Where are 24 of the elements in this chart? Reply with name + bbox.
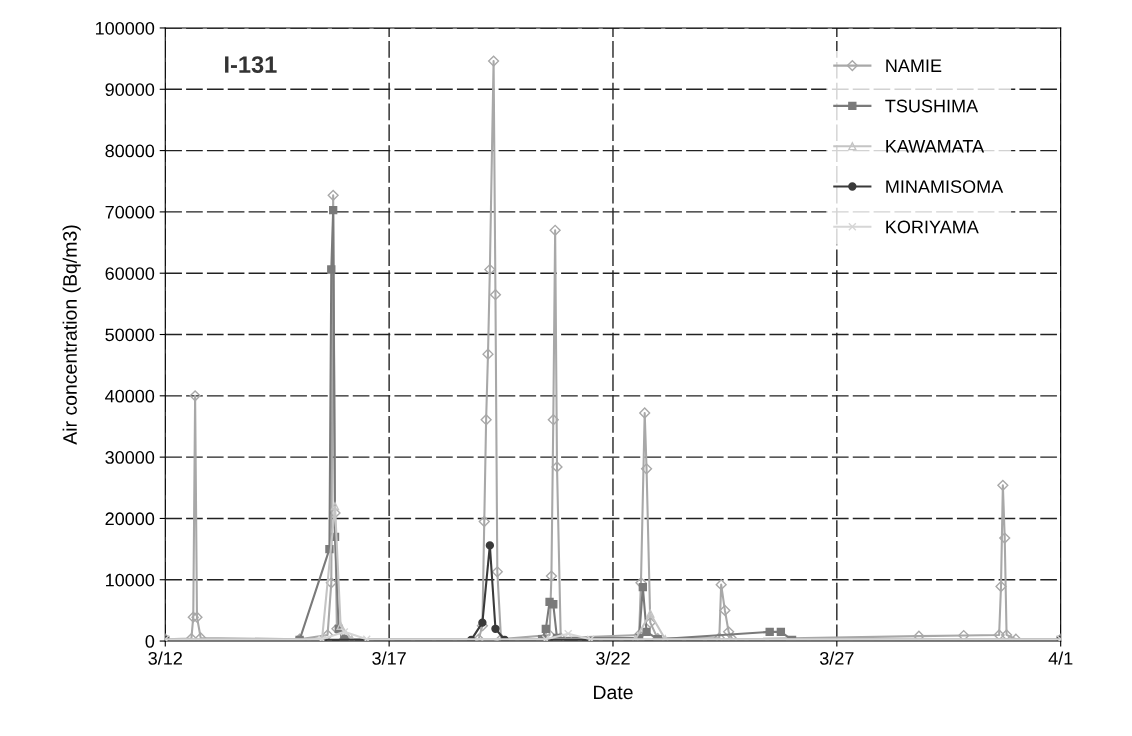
x-tick-label: 3/17 (372, 651, 406, 665)
x-axis-title: Date (594, 685, 633, 700)
y-tick-label: 10000 (106, 573, 155, 587)
legend-label: KORIYAMA (886, 220, 979, 234)
y-tick-label: 40000 (105, 389, 155, 403)
y-tick-label: 0 (145, 634, 155, 648)
y-tick-label: 90000 (105, 83, 155, 96)
y-tick-label: 70000 (105, 205, 155, 219)
x-tick-label: 3/27 (819, 651, 854, 665)
x-tick-label: 4/1 (1048, 651, 1073, 665)
x-tick-label: 3/12 (148, 651, 182, 665)
legend-label: KAWAMATA (886, 140, 985, 153)
annotation: I-131 (225, 56, 277, 73)
y-tick-label: 100000 (95, 21, 155, 35)
y-axis-title: Air concentration (Bq/m3) (62, 225, 81, 445)
y-tick-label: 80000 (105, 144, 155, 158)
legend-label: NAMIE (886, 59, 942, 72)
x-tick-label: 3/22 (596, 651, 630, 665)
y-tick-label: 60000 (105, 267, 155, 280)
y-tick-label: 50000 (105, 328, 155, 342)
y-tick-label: 30000 (105, 451, 155, 464)
legend-label: TSUSHIMA (885, 99, 979, 113)
y-tick-label: 20000 (105, 512, 155, 526)
legend-label: MINAMISOMA (886, 180, 1004, 193)
